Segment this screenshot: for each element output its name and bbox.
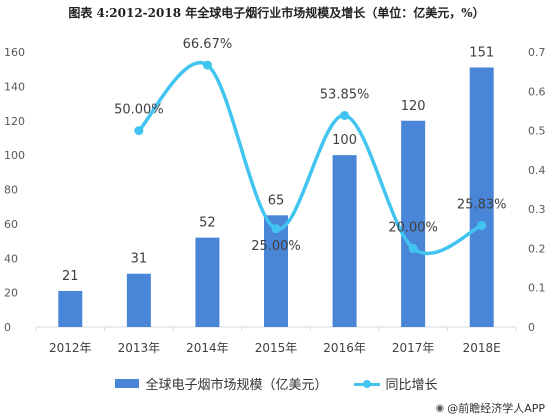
y-right-tick-label: 0.2 [528, 242, 546, 255]
bar-value-label: 65 [268, 193, 285, 208]
bar-value-label: 151 [469, 45, 494, 60]
x-tick-label: 2016年 [323, 341, 366, 355]
bar [332, 155, 357, 327]
growth-value-label: 53.85% [320, 87, 370, 102]
axes-layer: 0 20 40 60 80 100 120 140 160 0 0.1 0.2 0.3 0.4 0.5 0.6… [4, 46, 546, 355]
legend-item-line: 同比增长 [353, 374, 438, 393]
growth-point [202, 60, 212, 70]
bar-value-label: 21 [62, 269, 79, 284]
growth-value-label: 50.00% [114, 103, 164, 118]
y-right-tick-label: 0.1 [528, 282, 546, 295]
bar [264, 215, 288, 327]
y-left-tick-label: 80 [4, 184, 18, 197]
bar [126, 273, 151, 327]
bar-value-label: 52 [199, 216, 216, 231]
camera-icon: ◉ [435, 402, 445, 414]
bar [469, 67, 494, 327]
growth-value-label: 25.83% [457, 198, 507, 213]
x-tick-label: 2013年 [118, 341, 161, 355]
growth-point [477, 221, 487, 231]
y-left-tick-label: 160 [4, 46, 25, 59]
y-right-tick-label: 0.7 [528, 46, 546, 59]
bar [401, 120, 426, 327]
x-tick-label: 2012年 [49, 341, 92, 355]
y-left-tick-label: 60 [4, 218, 18, 231]
x-tick-label: 2014年 [186, 341, 229, 355]
y-right-tick-label: 0.5 [528, 125, 546, 138]
growth-value-label: 20.00% [388, 220, 438, 235]
growth-point [340, 110, 350, 120]
line-layer [134, 60, 487, 256]
x-tick-label: 2018E [463, 341, 501, 355]
legend-swatch-line [353, 379, 380, 389]
bar [195, 237, 220, 327]
bar [58, 290, 83, 327]
x-tick-label: 2017年 [392, 341, 435, 355]
y-left-tick-label: 20 [4, 287, 18, 300]
growth-value-label: 66.67% [183, 37, 233, 52]
bar-value-label: 120 [401, 99, 426, 114]
y-right-tick-label: 0.3 [528, 203, 546, 216]
legend-label-line: 同比增长 [385, 378, 438, 393]
y-left-tick-label: 0 [4, 321, 11, 334]
growth-point [134, 126, 144, 136]
legend-item-bar: 全球电子烟市场规模（亿美元） [115, 374, 328, 393]
source-note: ◉ @前瞻经济学人APP [435, 400, 545, 416]
bar-value-label: 100 [332, 133, 357, 148]
bars-layer [58, 67, 494, 327]
legend-label-bar: 全球电子烟市场规模（亿美元） [145, 378, 328, 393]
y-left-tick-label: 100 [4, 149, 25, 162]
x-tick-label: 2015年 [255, 341, 298, 355]
growth-value-label: 25.00% [251, 239, 301, 254]
chart-title: 图表 4:2012-2018 年全球电子烟行业市场规模及增长（单位：亿美元，%） [68, 6, 485, 20]
y-left-tick-label: 120 [4, 115, 25, 128]
bar-value-label: 31 [131, 252, 148, 267]
labels-layer: 21 31 52 65 100 120 151 50.00% 66.67% 25.00% 53.85… [62, 37, 506, 284]
legend-swatch-bar [115, 379, 140, 388]
y-right-tick-label: 0.6 [528, 85, 546, 98]
y-left-tick-label: 140 [4, 80, 25, 93]
source-text: @前瞻经济学人APP [447, 402, 545, 415]
y-right-tick-label: 0 [528, 321, 535, 334]
growth-point [271, 224, 281, 234]
y-left-tick-label: 40 [4, 252, 18, 265]
legend-dot [362, 379, 371, 388]
growth-point [408, 243, 418, 253]
legend: 全球电子烟市场规模（亿美元） 同比增长 [0, 374, 553, 393]
y-right-tick-label: 0.4 [528, 164, 546, 177]
